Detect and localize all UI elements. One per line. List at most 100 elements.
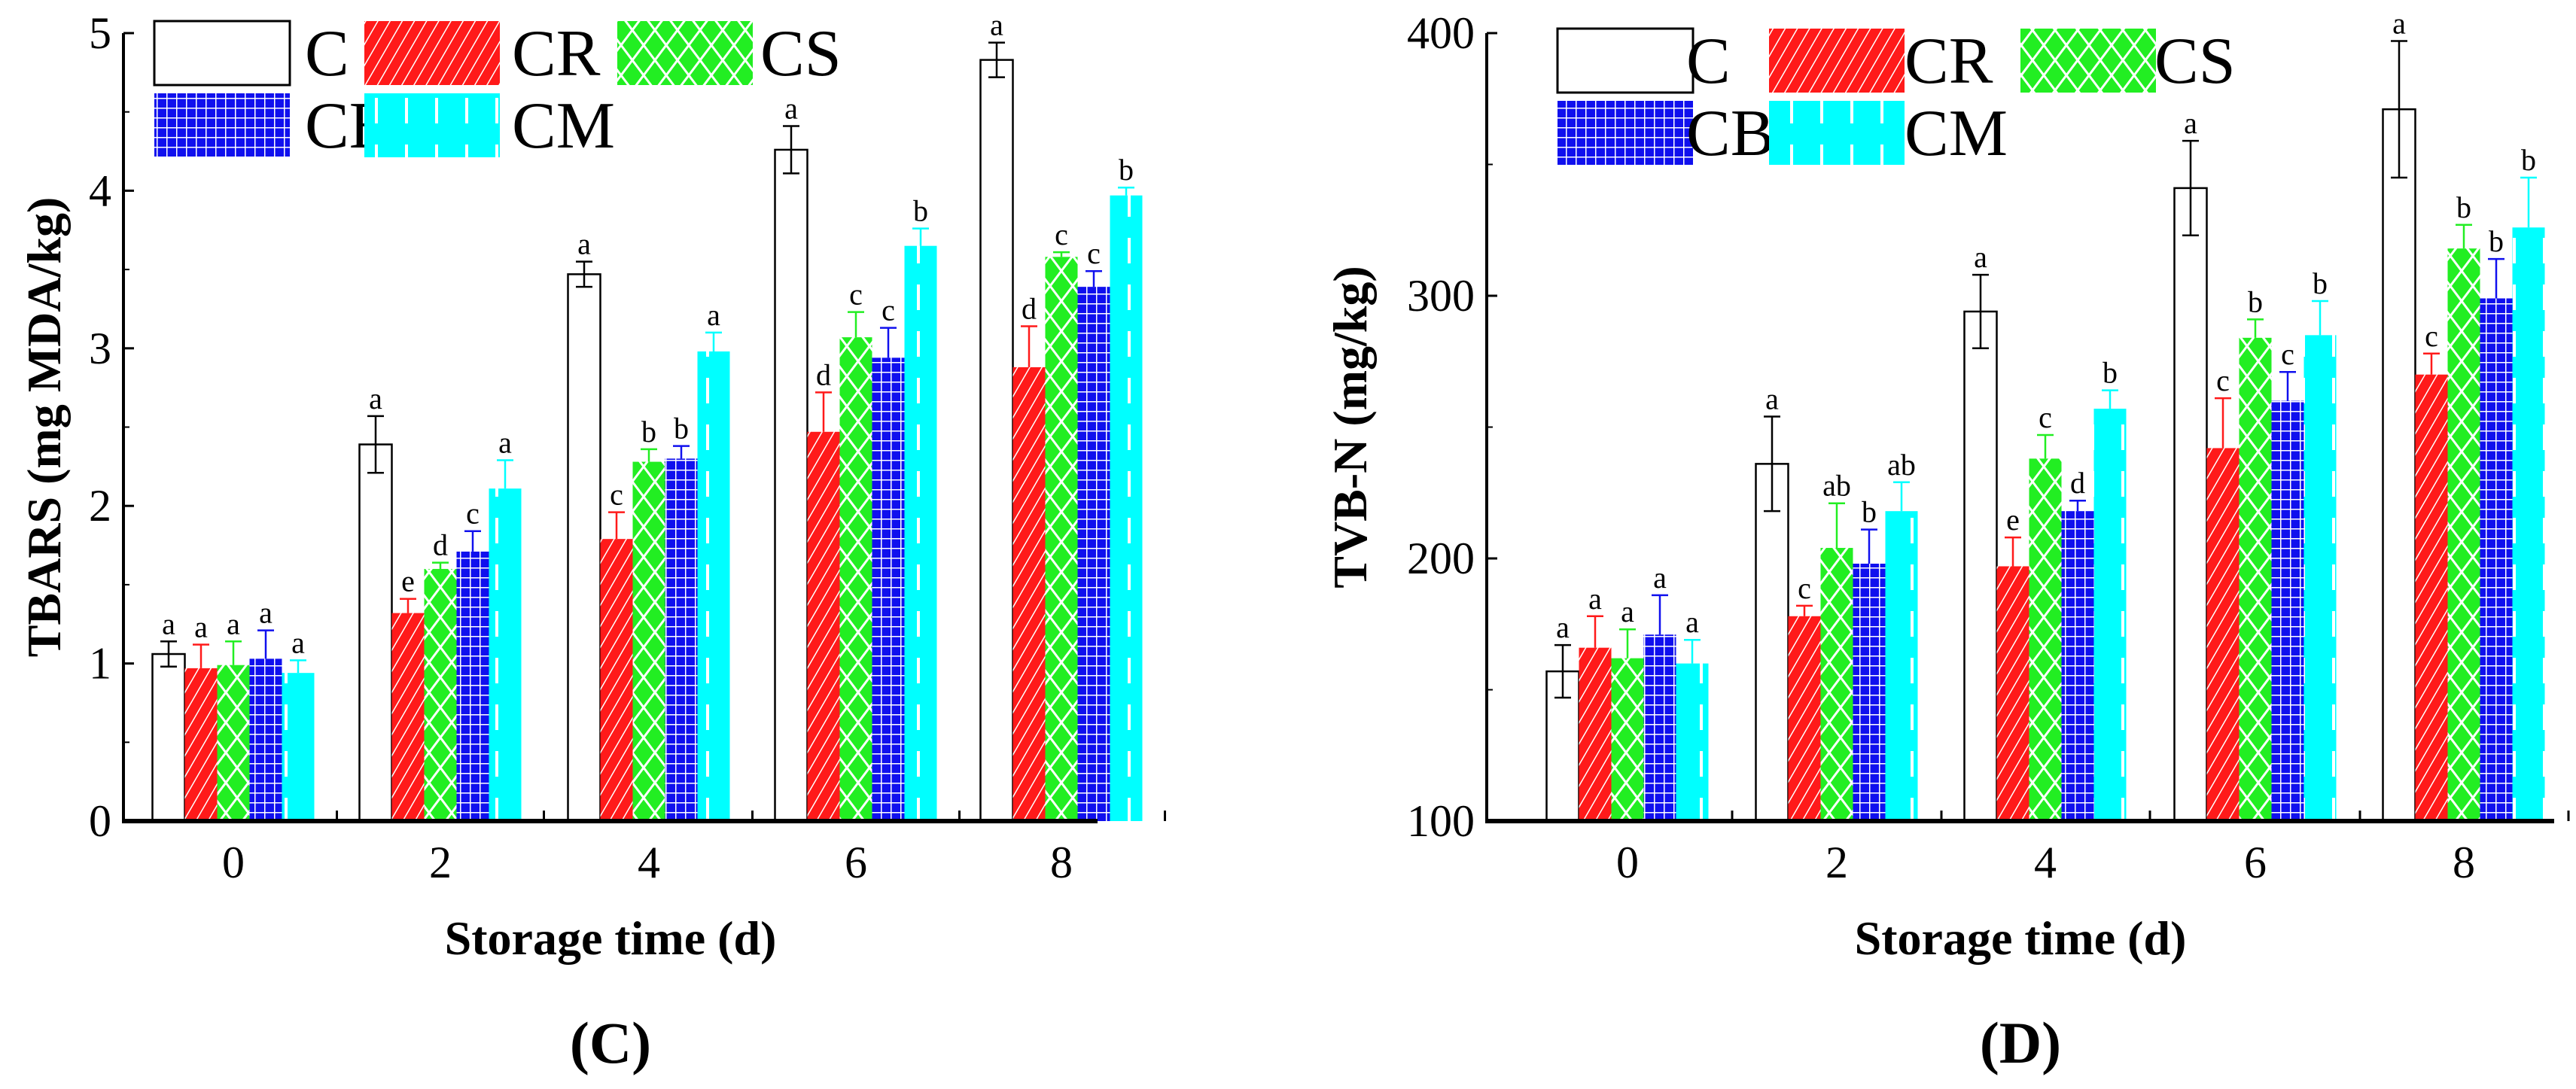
significance-letter: c bbox=[610, 478, 623, 512]
significance-letter: a bbox=[194, 610, 208, 643]
bar-C-day-8 bbox=[979, 59, 1014, 823]
bar-CR-day-0 bbox=[1579, 647, 1612, 821]
significance-letter: a bbox=[1556, 610, 1570, 644]
x-tick-label: 0 bbox=[1616, 838, 1639, 887]
significance-letter: b bbox=[2313, 266, 2328, 300]
significance-letter: b bbox=[2103, 356, 2118, 390]
bar-CS-day-6 bbox=[839, 337, 872, 822]
bar-CM-day-0 bbox=[1676, 663, 1709, 821]
bar-CR-day-4 bbox=[600, 539, 633, 821]
bar-C-day-0 bbox=[151, 652, 186, 823]
bar-CR-day-8 bbox=[1012, 367, 1046, 822]
y-tick-label: 200 bbox=[1407, 534, 1475, 583]
significance-letter: ab bbox=[1887, 448, 1916, 482]
significance-letter: a bbox=[2184, 106, 2197, 140]
significance-letter: e bbox=[401, 564, 415, 598]
bar-CS-day-8 bbox=[1045, 257, 1078, 821]
legend-swatch-C bbox=[153, 20, 291, 87]
bar-CS-day-6 bbox=[2239, 337, 2272, 822]
significance-letter: a bbox=[1685, 605, 1699, 639]
legend-swatch-CR bbox=[1769, 29, 1905, 93]
significance-letter: b bbox=[2456, 190, 2471, 224]
legend-swatch-CS bbox=[2020, 29, 2156, 93]
bar-CS-day-2 bbox=[1820, 548, 1853, 821]
legend-swatch-CB bbox=[1557, 101, 1693, 165]
bar-CS-day-2 bbox=[424, 568, 457, 821]
bar-CR-day-6 bbox=[807, 431, 840, 821]
legend-swatch-CB bbox=[154, 93, 290, 157]
x-axis-title: Storage time (d) bbox=[1855, 911, 2187, 965]
y-tick-label: 100 bbox=[1407, 796, 1475, 846]
bar-CB-day-4 bbox=[2061, 511, 2094, 821]
legend-label-CM: CM bbox=[512, 90, 615, 163]
x-tick-label: 2 bbox=[1825, 838, 1848, 887]
significance-letter: b bbox=[641, 415, 656, 449]
bar-CM-day-6 bbox=[904, 245, 937, 821]
significance-letter: a bbox=[369, 382, 382, 415]
significance-letter: d bbox=[2070, 466, 2085, 500]
significance-letter: e bbox=[2006, 503, 2020, 537]
bar-CS-day-8 bbox=[2447, 248, 2480, 821]
bar-CM-day-4 bbox=[2093, 409, 2127, 821]
significance-letter: b bbox=[2248, 284, 2263, 318]
bar-C-day-6 bbox=[774, 148, 808, 823]
bar-CS-day-0 bbox=[1611, 658, 1644, 821]
y-tick-label: 1 bbox=[89, 639, 111, 689]
bar-CB-day-0 bbox=[1643, 634, 1676, 821]
significance-letter: c bbox=[2281, 337, 2294, 371]
significance-letter: b bbox=[1862, 495, 1877, 529]
x-tick-label: 6 bbox=[2244, 838, 2267, 887]
bar-CS-day-4 bbox=[632, 461, 665, 821]
significance-letter: a bbox=[1653, 561, 1667, 595]
bar-CB-day-4 bbox=[665, 458, 698, 821]
x-tick-label: 8 bbox=[2453, 838, 2475, 887]
bar-CR-day-8 bbox=[2415, 374, 2448, 821]
y-tick-label: 0 bbox=[89, 796, 111, 846]
significance-letter: a bbox=[1588, 582, 1602, 616]
x-tick-label: 2 bbox=[429, 838, 452, 887]
bar-CB-day-8 bbox=[2480, 298, 2513, 821]
legend-label-CR: CR bbox=[1905, 25, 1993, 98]
x-axis-title: Storage time (d) bbox=[445, 911, 777, 965]
significance-letter: c bbox=[2039, 400, 2052, 434]
bar-CM-day-8 bbox=[2512, 227, 2545, 821]
significance-letter: c bbox=[1055, 217, 1068, 251]
significance-letter: a bbox=[784, 92, 798, 126]
bar-CM-day-2 bbox=[1885, 511, 1918, 821]
x-tick-label: 4 bbox=[638, 838, 660, 887]
significance-letter: a bbox=[291, 625, 305, 659]
bar-CM-day-8 bbox=[1110, 195, 1143, 821]
legend-label-C: C bbox=[1686, 25, 1731, 98]
bar-CM-day-0 bbox=[282, 673, 315, 821]
significance-letter: c bbox=[466, 497, 480, 531]
significance-letter: b bbox=[674, 412, 689, 446]
bar-CB-day-2 bbox=[1853, 563, 1886, 821]
significance-letter: a bbox=[259, 596, 273, 630]
y-tick-label: 400 bbox=[1407, 8, 1475, 58]
y-tick-label: 3 bbox=[89, 324, 111, 373]
bar-CB-day-0 bbox=[249, 659, 282, 821]
bar-CB-day-6 bbox=[2271, 400, 2304, 821]
legend-label-CR: CR bbox=[512, 17, 601, 90]
legend-swatch-CR bbox=[364, 21, 500, 85]
bar-CM-day-6 bbox=[2303, 335, 2337, 822]
y-axis-title: TVB-N (mg/kg) bbox=[1323, 266, 1377, 588]
significance-letter: a bbox=[1621, 595, 1634, 628]
panel-label: (C) bbox=[570, 1010, 651, 1075]
bar-C-day-8 bbox=[2382, 108, 2416, 823]
bar-C-day-4 bbox=[567, 273, 601, 823]
bar-CB-day-2 bbox=[456, 551, 489, 821]
x-tick-label: 0 bbox=[222, 838, 245, 887]
legend-swatch-CM bbox=[364, 93, 500, 157]
y-tick-label: 5 bbox=[89, 8, 111, 58]
legend-label-CS: CS bbox=[760, 17, 842, 90]
bar-CS-day-0 bbox=[217, 665, 250, 821]
significance-letter: a bbox=[990, 8, 1003, 42]
significance-letter: d bbox=[1022, 291, 1037, 325]
x-tick-label: 4 bbox=[2034, 838, 2057, 887]
significance-letter: c bbox=[2425, 319, 2438, 353]
significance-letter: ab bbox=[1822, 469, 1851, 503]
